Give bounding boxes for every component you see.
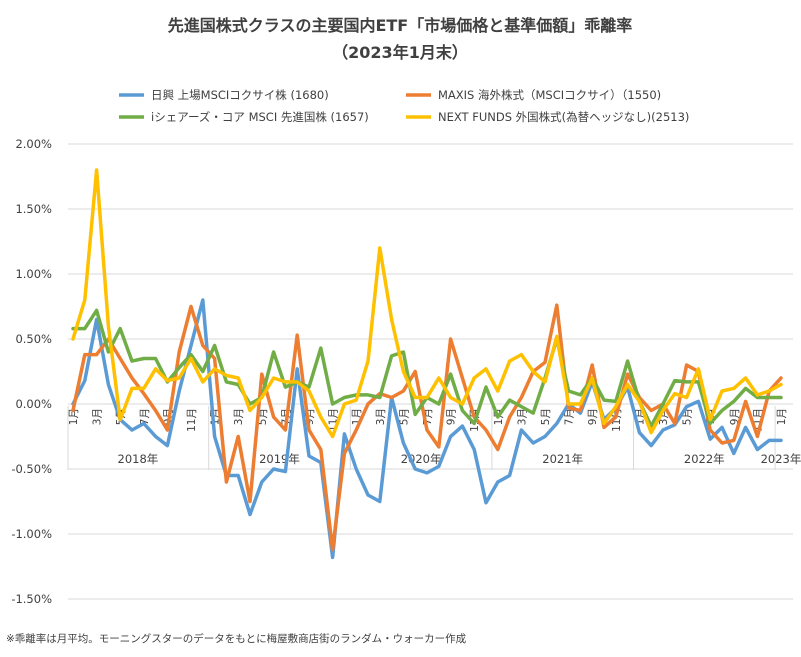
x-tick-label: 9月 [446, 408, 458, 425]
series-line-0 [71, 298, 783, 560]
legend-label-0: 日興 上場MSCIコクサイ株 (1680) [151, 88, 329, 102]
legend-label-3: NEXT FUNDS 外国株式(為替ヘッジなし)(2513) [438, 110, 689, 124]
y-tick-label: 0.50% [15, 332, 52, 346]
y-tick-label: 1.00% [15, 267, 52, 281]
y-axis: 2.00% 1.50% 1.00% 0.50% 0.00% -0.50% -1.00% -1.… [11, 137, 52, 606]
year-label: 2019年 [259, 452, 300, 466]
x-tick-label: 3月 [516, 408, 528, 425]
chart-subtitle: （2023年1月末） [332, 43, 468, 62]
y-tick-label: -0.50% [11, 462, 52, 476]
y-tick-label: 2.00% [15, 137, 52, 151]
y-tick-label: 0.00% [15, 397, 52, 411]
legend: 日興 上場MSCIコクサイ株 (1680) MAXIS 海外株式（MSCIコクサ… [119, 88, 689, 124]
y-tick-label: -1.00% [11, 527, 52, 541]
year-label: 2023年 [761, 452, 801, 466]
x-tick-label: 1月 [68, 408, 80, 425]
x-tick-label: 3月 [233, 408, 245, 425]
x-tick-label: 9月 [587, 408, 599, 425]
x-tick-label: 5月 [540, 408, 552, 425]
year-label: 2021年 [542, 452, 583, 466]
x-tick-label: 5月 [398, 408, 410, 425]
year-label: 2018年 [118, 452, 159, 466]
legend-label-2: iシェアーズ・コア MSCI 先進国株 (1657) [151, 110, 369, 124]
series-lines [71, 168, 783, 560]
x-tick-label: 7月 [564, 408, 576, 425]
x-tick-label: 1月 [776, 408, 788, 425]
x-tick-label: 9月 [729, 408, 741, 425]
gridlines [68, 143, 793, 600]
x-tick-label: 3月 [92, 408, 104, 425]
legend-label-1: MAXIS 海外株式（MSCIコクサイ）（1550) [438, 88, 661, 102]
year-label: 2022年 [684, 452, 725, 466]
series-line-3 [71, 168, 783, 439]
x-tick-label: 7月 [139, 408, 151, 425]
series-line-1 [71, 303, 783, 552]
y-tick-label: -1.50% [11, 592, 52, 606]
x-tick-label: 11月 [186, 408, 198, 432]
x-tick-label: 3月 [375, 408, 387, 425]
chart-title: 先進国株式クラスの主要国内ETF「市場価格と基準価額」乖離率 [168, 16, 632, 35]
footnote: ※乖離率は月平均。モーニングスターのデータをもとに梅屋敷商店街のランダム・ウォー… [6, 632, 467, 645]
x-tick-label: 11月 [611, 408, 623, 432]
y-tick-label: 1.50% [15, 202, 52, 216]
